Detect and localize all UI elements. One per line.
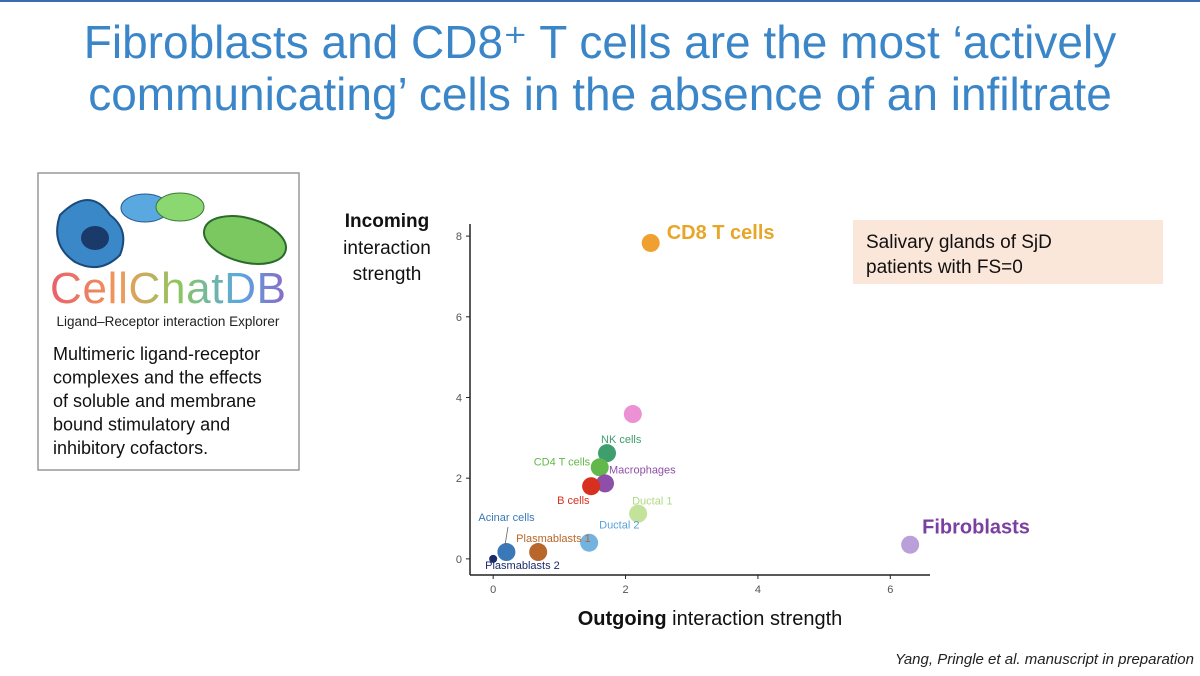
x-tick-label: 4: [755, 584, 761, 596]
point-label: Ductal 2: [599, 520, 639, 532]
point: [641, 233, 660, 252]
point: [489, 554, 498, 563]
point-label: Fibroblasts: [922, 517, 1030, 539]
logo-caption: Ligand–Receptor interaction Explorer: [57, 314, 280, 329]
slide-title: communicating’ cells in the absence of a…: [88, 68, 1112, 120]
point: [901, 535, 920, 554]
point: [497, 543, 516, 562]
point: [590, 458, 609, 477]
slide-title: Fibroblasts and CD8⁺ T cells are the mos…: [84, 16, 1116, 68]
note: patients with FS=0: [866, 257, 1023, 278]
x-tick-label: 2: [622, 584, 628, 596]
point: [580, 533, 599, 552]
note: Salivary glands of SjD: [866, 232, 1052, 253]
description: of soluble and membrane: [53, 391, 256, 411]
point: [582, 477, 601, 496]
y-axis-label: Incoming: [345, 211, 429, 232]
x-tick-label: 0: [490, 584, 496, 596]
point-label: CD4 T cells: [534, 456, 591, 468]
description: Multimeric ligand-receptor: [53, 344, 260, 364]
point-label: B cells: [557, 495, 590, 507]
y-tick-label: 6: [456, 312, 462, 324]
point-label: CD8 T cells: [667, 222, 775, 244]
point-label: Plasmablasts 2: [485, 560, 560, 572]
x-tick-label: 6: [887, 584, 893, 596]
logo-text: CellChatDB: [50, 264, 286, 313]
point-label: NK cells: [601, 434, 642, 446]
x-axis-label-text: interaction strength: [672, 608, 842, 630]
x-axis-label: Outgoing interaction strength: [578, 608, 843, 630]
label-leader: [504, 526, 509, 546]
y-tick-label: 0: [456, 554, 462, 566]
y-axis-label: strength: [353, 264, 422, 285]
y-axis-label: interaction: [343, 238, 431, 259]
y-tick-label: 8: [456, 231, 462, 243]
point-label: Ductal 1: [632, 496, 672, 508]
x-axis-label-bold: Outgoing: [578, 608, 667, 630]
point: [629, 504, 648, 523]
note-box: [853, 220, 1163, 284]
citation: Yang, Pringle et al. manuscript in prepa…: [895, 651, 1194, 668]
point-label: Acinar cells: [478, 512, 535, 524]
y-tick-label: 2: [456, 473, 462, 485]
description: complexes and the effects: [53, 368, 262, 388]
logo-art: [56, 192, 287, 269]
description: inhibitory cofactors.: [53, 438, 208, 458]
point: [598, 444, 617, 463]
point: [623, 405, 642, 424]
y-tick-label: 4: [456, 392, 462, 404]
point: [529, 543, 548, 562]
point: [596, 474, 615, 493]
point-label: Macrophages: [609, 464, 676, 476]
description: bound stimulatory and: [53, 415, 230, 435]
point-label: Plasmablasts 1: [516, 533, 591, 545]
